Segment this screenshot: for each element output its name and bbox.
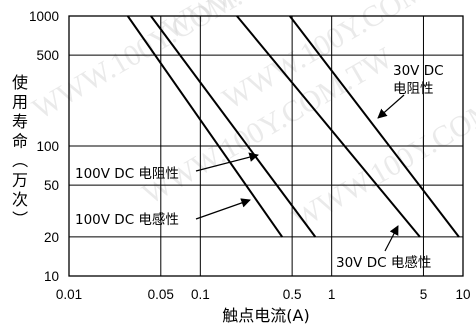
x-tick-label: 1	[328, 287, 336, 302]
y-tick-label: 20	[44, 230, 59, 245]
y-tick-labels: 10 20 50 100 500 1000	[29, 9, 59, 284]
leader-100v-inductive	[195, 198, 251, 220]
y-axis-label-char: 万	[12, 171, 28, 190]
x-axis-label: 触点电流(A)	[222, 306, 309, 325]
series-line-1	[150, 15, 317, 238]
annotation-layer: 30V DC 电阻性 100V DC 电阻性 100V DC 电感性 30V D…	[75, 63, 444, 271]
y-axis-label-char: 次	[12, 190, 28, 209]
y-axis-label-char: 寿	[12, 112, 28, 131]
y-axis-label-char: ）	[10, 210, 29, 226]
series-line-3	[236, 15, 421, 238]
series-line-2	[289, 15, 460, 238]
x-tick-label: 0.1	[191, 287, 210, 302]
watermark-layer: WWW.100Y.COM.TWWWW.100Y.COM.TWWWW.100Y.C…	[27, 0, 476, 236]
y-tick-label: 100	[36, 139, 59, 154]
series-line-0	[126, 15, 284, 238]
grid-lines	[68, 15, 464, 277]
annotation-100v-inductive: 100V DC 电感性	[75, 211, 179, 228]
y-tick-label: 50	[44, 178, 59, 193]
annotation-30v-resistive-line1: 30V DC	[393, 63, 444, 79]
x-tick-label: 5	[420, 287, 428, 302]
x-tick-label: 0.01	[56, 287, 82, 302]
y-axis-label-char: 使	[12, 73, 28, 92]
annotation-100v-resistive: 100V DC 电阻性	[75, 166, 179, 182]
y-axis-label-char: 命	[12, 132, 28, 151]
y-tick-label: 1000	[29, 9, 59, 24]
leader-30v-inductive	[384, 225, 399, 252]
y-tick-label: 10	[44, 269, 59, 284]
series-lines	[126, 15, 460, 238]
x-tick-label: 10	[455, 287, 470, 302]
y-axis-label-char: （	[10, 152, 29, 168]
y-tick-label: 500	[36, 48, 59, 63]
leader-30v-resistive	[377, 94, 405, 119]
y-axis-label-char: 用	[12, 93, 28, 112]
x-tick-label: 0.05	[148, 287, 174, 302]
x-tick-labels: 0.01 0.05 0.1 0.5 1 5 10	[56, 287, 471, 302]
leader-100v-resistive	[195, 152, 259, 172]
x-tick-label: 0.5	[283, 287, 302, 302]
annotation-30v-inductive: 30V DC 电感性	[336, 254, 431, 271]
annotation-30v-resistive-line2: 电阻性	[393, 81, 434, 97]
